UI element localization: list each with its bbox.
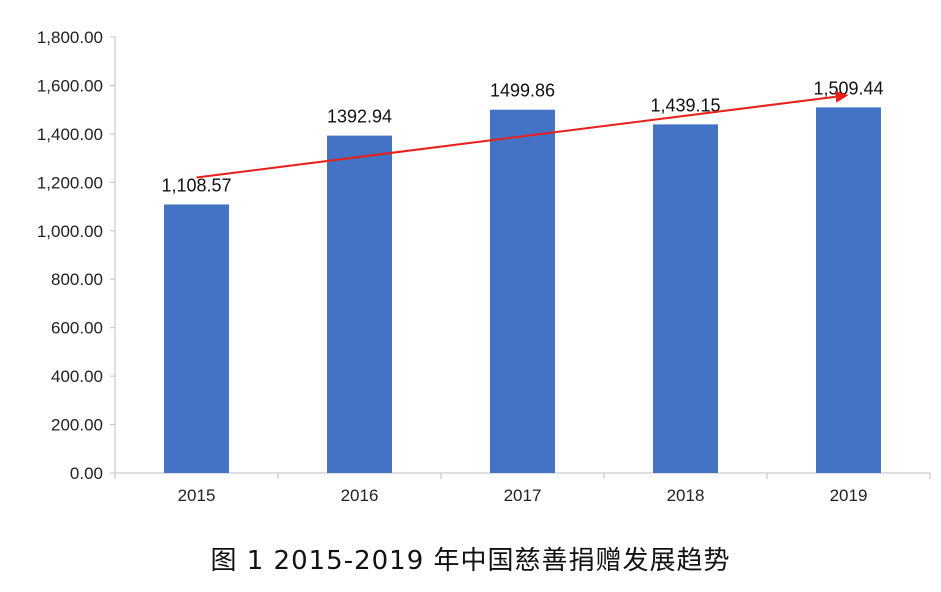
- y-tick-label: 1,400.00: [37, 125, 103, 144]
- bars: [164, 107, 881, 474]
- x-tick-label: 2018: [667, 486, 705, 505]
- y-tick-label: 1,200.00: [37, 173, 103, 192]
- y-tick-label: 0.00: [70, 464, 103, 483]
- bar-2015: [164, 204, 229, 473]
- x-tick-label: 2016: [341, 486, 379, 505]
- data-label: 1,108.57: [161, 175, 231, 195]
- y-tick-label: 1,800.00: [37, 28, 103, 47]
- bar-2019: [816, 107, 881, 473]
- y-tick-label: 800.00: [51, 270, 103, 289]
- data-label: 1,439.15: [650, 95, 720, 115]
- bar-2017: [490, 109, 555, 474]
- x-axis: 2015 2016 2017 2018 2019: [114, 472, 931, 505]
- data-labels: 1,108.57 1392.94 1499.86 1,439.15 1,509.44: [161, 78, 883, 195]
- data-label: 1392.94: [327, 107, 392, 127]
- y-tick-label: 400.00: [51, 367, 103, 386]
- y-tick-label: 1,600.00: [37, 76, 103, 95]
- y-tick-label: 200.00: [51, 416, 103, 435]
- figure-caption: 图 1 2015-2019 年中国慈善捐赠发展趋势: [210, 546, 731, 576]
- trend-arrow-head: [834, 90, 849, 103]
- bar-chart: 0.00 200.00 400.00 600.00 800.00 1,000.00 1,20…: [37, 28, 931, 505]
- x-tick-label: 2015: [178, 486, 216, 505]
- y-tick-label: 600.00: [51, 319, 103, 338]
- trend-arrow-line: [196, 95, 836, 179]
- data-label: 1,509.44: [813, 78, 883, 98]
- x-tick-label: 2017: [504, 486, 542, 505]
- data-label: 1499.86: [490, 81, 555, 101]
- trend-arrow: [196, 90, 849, 179]
- y-tick-label: 1,000.00: [37, 222, 103, 241]
- x-tick-label: 2019: [830, 486, 868, 505]
- y-axis: 0.00 200.00 400.00 600.00 800.00 1,000.00 1,20…: [37, 28, 116, 483]
- bar-2018: [653, 124, 718, 474]
- bar-2016: [327, 135, 392, 473]
